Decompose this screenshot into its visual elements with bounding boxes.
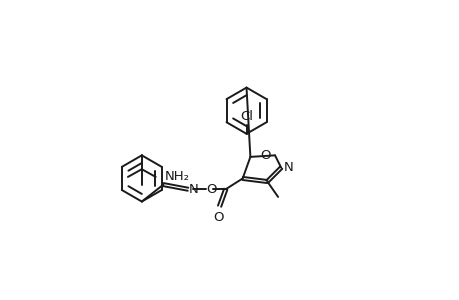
Text: O: O [213, 211, 223, 224]
Text: Cl: Cl [240, 110, 252, 123]
Text: N: N [283, 161, 292, 174]
Text: N: N [188, 183, 198, 196]
Text: NH₂: NH₂ [164, 169, 190, 183]
Text: O: O [206, 183, 217, 196]
Text: O: O [259, 149, 270, 162]
